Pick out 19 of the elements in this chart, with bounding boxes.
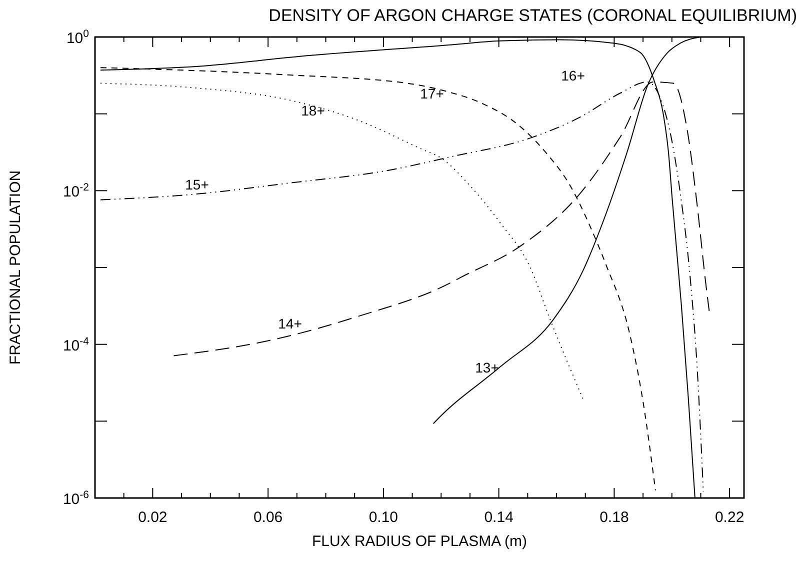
x-tick-label: 0.22	[714, 509, 744, 526]
y-tick-label: 10$^{-2}$	[62, 182, 90, 201]
y-tick-label: 10$^{0}$	[66, 28, 90, 47]
x-tick-label: 0.02	[138, 509, 168, 526]
x-tick-label: 0.14	[484, 509, 514, 526]
series-label: 14+	[278, 316, 302, 332]
x-tick-label: 0.10	[368, 509, 398, 526]
series-label: 15+	[185, 176, 209, 193]
series-label: 18+	[301, 102, 325, 119]
y-axis-title: FRACTIONAL POPULATION	[7, 170, 24, 365]
x-axis-title: FLUX RADIUS OF PLASMA (m)	[312, 533, 528, 550]
series-label: 16+	[561, 68, 585, 84]
y-tick-label: 10$^{-4}$	[62, 335, 90, 354]
y-tick-label: 10$^{-6}$	[62, 489, 90, 508]
series-label: 13+	[475, 360, 499, 376]
chart-title: DENSITY OF ARGON CHARGE STATES (CORONAL EQUILIBRIUM)	[268, 6, 797, 25]
x-tick-label: 0.18	[600, 509, 629, 526]
series-label: 17+	[420, 86, 444, 102]
x-tick-label: 0.06	[253, 509, 283, 526]
